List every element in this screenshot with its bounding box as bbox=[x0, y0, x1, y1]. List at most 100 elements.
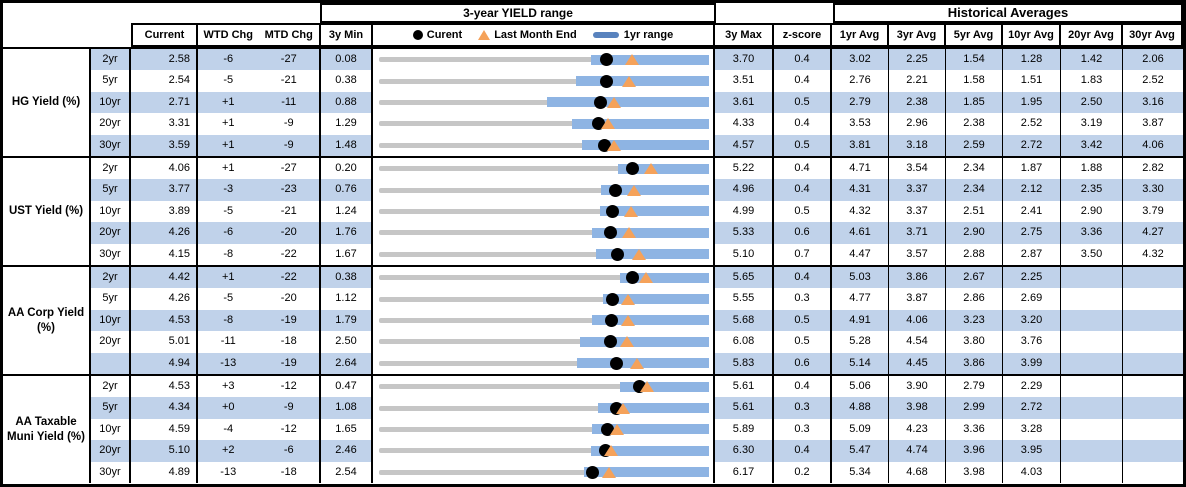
legend-last-month-label: Last Month End bbox=[494, 29, 577, 41]
zscore-cell: 0.6 bbox=[774, 222, 832, 244]
zscore-cell: 0.3 bbox=[774, 418, 832, 441]
avg-cell: 2.12 bbox=[1003, 179, 1061, 201]
tenor-cell: 5yr bbox=[91, 397, 131, 419]
zscore-cell: 0.6 bbox=[774, 352, 832, 374]
wtd-mtd-cell: -13 -18 bbox=[198, 461, 321, 483]
range-bar-1yr bbox=[591, 227, 709, 238]
avg-cell: 4.45 bbox=[889, 352, 946, 374]
avg-cell: 3.42 bbox=[1061, 134, 1123, 156]
wtd-mtd-cell: -5 -21 bbox=[198, 200, 321, 223]
table-row: 5yr 2.54 -5 -21 0.38 3.51 0.4 2.76 2.21 1.58 1.51 1… bbox=[91, 70, 1183, 92]
avg-cell bbox=[1061, 440, 1123, 462]
range-track-3y bbox=[379, 339, 709, 345]
mtd-chg-value: -27 bbox=[280, 53, 297, 65]
tenor-cell: 2yr bbox=[91, 49, 131, 71]
last-month-triangle-icon bbox=[624, 54, 639, 66]
group-rows: 2yr 4.06 +1 -27 0.20 5.22 0.4 4.71 3.54 2.34 1.87 1… bbox=[91, 158, 1183, 265]
col-header-5yr-avg: 5yr Avg bbox=[946, 23, 1003, 47]
current-cell: 3.59 bbox=[131, 134, 198, 156]
range-track-3y bbox=[379, 448, 709, 454]
avg-cell: 2.76 bbox=[832, 70, 889, 92]
spacer bbox=[716, 3, 833, 23]
avg-cell: 1.83 bbox=[1061, 70, 1123, 92]
avg-cell: 3.90 bbox=[889, 376, 946, 398]
table-row: 20yr 5.10 +2 -6 2.46 6.30 0.4 5.47 4.74 3.96 3.95 bbox=[91, 440, 1183, 462]
avg-cell bbox=[1061, 376, 1123, 398]
wtd-chg-value: -4 bbox=[223, 422, 234, 435]
range-chart bbox=[373, 461, 715, 483]
avg-cell: 3.02 bbox=[832, 49, 889, 71]
wtd-mtd-cell: +1 -9 bbox=[198, 113, 321, 135]
current-cell: 5.01 bbox=[131, 331, 198, 353]
avg-cell: 2.79 bbox=[832, 91, 889, 114]
zscore-cell: 0.4 bbox=[774, 267, 832, 289]
range-chart bbox=[373, 222, 715, 244]
last-month-triangle-icon bbox=[638, 272, 653, 284]
max-3y-cell: 5.89 bbox=[715, 418, 774, 441]
current-dot-icon bbox=[600, 53, 614, 67]
avg-cell bbox=[1123, 440, 1183, 462]
zscore-cell: 0.3 bbox=[774, 397, 832, 419]
range-bar-1yr bbox=[619, 381, 709, 392]
tenor-cell: 20yr bbox=[91, 440, 131, 462]
col-header-current: Current bbox=[131, 23, 198, 47]
tenor-cell: 10yr bbox=[91, 418, 131, 441]
range-track-3y bbox=[379, 384, 709, 390]
table-row: 20yr 4.26 -6 -20 1.76 5.33 0.6 4.61 3.71 2.90 2.75… bbox=[91, 222, 1183, 244]
zscore-cell: 0.4 bbox=[774, 158, 832, 180]
avg-cell: 2.34 bbox=[946, 179, 1003, 201]
table-row: 2yr 4.42 +1 -22 0.38 5.65 0.4 5.03 3.86 2.67 2.25 bbox=[91, 267, 1183, 289]
avg-cell bbox=[1061, 331, 1123, 353]
current-cell: 2.54 bbox=[131, 70, 198, 92]
avg-cell: 3.81 bbox=[832, 134, 889, 156]
range-chart bbox=[373, 352, 715, 374]
wtd-chg-value: -3 bbox=[223, 183, 234, 196]
wtd-chg-value: -5 bbox=[223, 74, 234, 87]
avg-cell: 5.14 bbox=[832, 352, 889, 374]
avg-cell: 2.79 bbox=[946, 376, 1003, 398]
range-track-3y bbox=[379, 469, 709, 475]
current-dot-icon bbox=[412, 30, 423, 40]
avg-cell: 3.99 bbox=[1003, 352, 1061, 374]
avg-cell: 4.68 bbox=[889, 461, 946, 483]
avg-cell: 4.32 bbox=[832, 200, 889, 223]
max-3y-cell: 5.61 bbox=[715, 376, 774, 398]
current-cell: 5.10 bbox=[131, 440, 198, 462]
wtd-mtd-cell: +1 -22 bbox=[198, 267, 321, 289]
range-track-3y bbox=[379, 78, 709, 84]
avg-cell: 3.37 bbox=[889, 179, 946, 201]
wtd-chg-value: -13 bbox=[220, 356, 237, 369]
avg-cell: 2.96 bbox=[889, 113, 946, 135]
avg-cell bbox=[1123, 419, 1183, 440]
tenor-cell: 10yr bbox=[91, 91, 131, 114]
range-bar-1yr bbox=[581, 140, 709, 151]
current-dot-icon bbox=[604, 313, 618, 327]
wtd-chg-value: +0 bbox=[221, 401, 235, 414]
spacer bbox=[3, 3, 320, 23]
avg-cell: 3.37 bbox=[889, 200, 946, 223]
avg-cell: 2.59 bbox=[946, 134, 1003, 156]
min-3y-cell: 1.29 bbox=[321, 113, 373, 135]
current-cell: 2.58 bbox=[131, 49, 198, 71]
range-bar-1yr bbox=[547, 97, 709, 108]
avg-cell bbox=[1061, 288, 1123, 310]
avg-cell: 2.87 bbox=[1003, 243, 1061, 265]
avg-cell: 2.41 bbox=[1003, 200, 1061, 223]
table-row: 20yr 3.31 +1 -9 1.29 4.33 0.4 3.53 2.96 2.38 2.52 3… bbox=[91, 113, 1183, 135]
group-rows: 2yr 2.58 -6 -27 0.08 3.70 0.4 3.02 2.25 1.54 1.28 1… bbox=[91, 49, 1183, 156]
last-month-triangle-icon bbox=[621, 227, 636, 239]
tenor-cell: 20yr bbox=[91, 331, 131, 353]
avg-cell: 3.76 bbox=[1003, 331, 1061, 353]
range-chart bbox=[373, 243, 715, 265]
avg-cell: 1.87 bbox=[1003, 158, 1061, 180]
avg-cell bbox=[1061, 352, 1123, 374]
avg-cell bbox=[1123, 376, 1183, 397]
range-chart bbox=[373, 267, 715, 289]
wtd-chg-value: -6 bbox=[223, 226, 234, 239]
mtd-chg-value: -9 bbox=[283, 138, 294, 151]
avg-cell: 3.50 bbox=[1061, 243, 1123, 265]
avg-cell: 4.54 bbox=[889, 331, 946, 353]
wtd-mtd-cell: -4 -12 bbox=[198, 418, 321, 441]
max-3y-cell: 6.08 bbox=[715, 331, 774, 353]
